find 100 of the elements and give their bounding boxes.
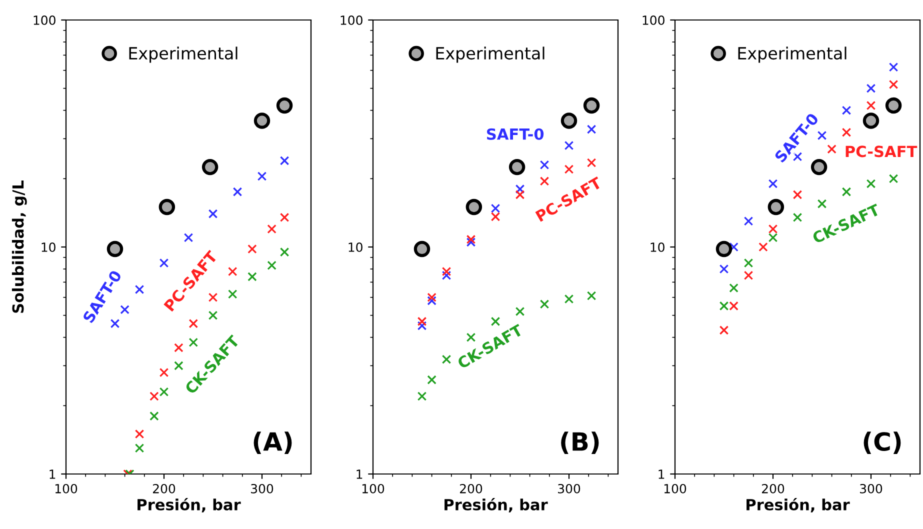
point (515, 184, 525, 194)
point (188, 318, 198, 328)
y-tick-label: 10 (650, 242, 664, 252)
y-tick-label: 1 (658, 470, 664, 479)
point (414, 240, 430, 258)
point (442, 354, 452, 364)
point (744, 258, 754, 268)
point (719, 301, 729, 311)
point (817, 130, 827, 140)
point (490, 204, 500, 213)
y-tick-label: 100 (340, 15, 362, 25)
point (768, 232, 778, 242)
point (515, 190, 525, 200)
point (842, 187, 852, 196)
point (827, 144, 836, 154)
point (427, 292, 436, 302)
point (540, 300, 550, 309)
point (862, 112, 880, 129)
x-tick-label: 300 (860, 484, 882, 494)
point (267, 260, 276, 270)
point (508, 158, 526, 176)
point (228, 289, 238, 299)
point (564, 294, 574, 304)
point (586, 291, 596, 300)
x-axis-title: Presión, bar (444, 498, 548, 512)
x-tick-label: 300 (558, 484, 580, 494)
legend-label: Experimental (436, 46, 544, 63)
legend-label: Experimental (129, 46, 238, 63)
legend-label: Experimental (738, 46, 846, 63)
point (248, 272, 257, 282)
point (540, 160, 550, 170)
point (417, 316, 427, 326)
point (866, 179, 876, 188)
x-tick-label: 100 (362, 484, 384, 494)
point (729, 301, 738, 311)
y-tick-label: 10 (42, 242, 56, 252)
y-tick-label: 1 (50, 470, 56, 479)
point (150, 392, 159, 401)
point (564, 140, 574, 150)
x-axis-title: Presión, bar (138, 498, 241, 512)
point (744, 270, 754, 280)
x-axis-title: Presión, bar (746, 498, 850, 512)
point (280, 156, 290, 166)
point (267, 224, 276, 234)
point (120, 304, 130, 314)
point (208, 310, 218, 320)
point (888, 62, 898, 72)
y-axis-title: Solubilidad, g/L (12, 180, 27, 313)
point (744, 216, 754, 226)
point (729, 283, 738, 293)
point (792, 212, 802, 222)
point (248, 244, 257, 254)
point (768, 198, 784, 216)
point (174, 361, 184, 370)
point (792, 190, 802, 200)
series-label: SAFT-0 (486, 128, 544, 140)
point (276, 97, 293, 114)
point (515, 306, 525, 316)
point (159, 368, 169, 378)
point (134, 443, 144, 453)
point (768, 224, 778, 234)
point (417, 321, 427, 330)
point (564, 164, 574, 174)
point (174, 343, 184, 352)
point (758, 242, 768, 252)
point (716, 240, 732, 258)
point (106, 240, 124, 258)
point (427, 375, 436, 384)
point (202, 158, 218, 176)
point (729, 242, 738, 252)
point (586, 158, 596, 168)
point (228, 266, 238, 276)
x-tick-label: 300 (251, 484, 274, 494)
y-tick-label: 100 (642, 15, 664, 25)
point (866, 100, 876, 110)
x-tick-label: 200 (152, 484, 176, 494)
point (150, 411, 159, 421)
point (208, 209, 218, 218)
point (257, 172, 267, 181)
point (586, 124, 596, 134)
point (427, 296, 436, 306)
x-tick-label: 100 (55, 484, 78, 494)
point (280, 212, 290, 222)
point (490, 212, 500, 222)
point (719, 264, 729, 274)
x-tick-label: 100 (664, 484, 686, 494)
point (159, 387, 169, 397)
annotation: (A) (254, 432, 292, 454)
point (583, 97, 600, 114)
annotation: (B) (561, 432, 599, 454)
x-tick-label: 200 (762, 484, 784, 494)
point (466, 238, 476, 247)
series-label: PC-SAFT (846, 146, 918, 158)
point (768, 179, 778, 188)
point (888, 174, 898, 184)
point (560, 112, 578, 129)
point (885, 97, 902, 114)
point (442, 270, 452, 280)
point (134, 429, 144, 439)
point (842, 106, 852, 115)
